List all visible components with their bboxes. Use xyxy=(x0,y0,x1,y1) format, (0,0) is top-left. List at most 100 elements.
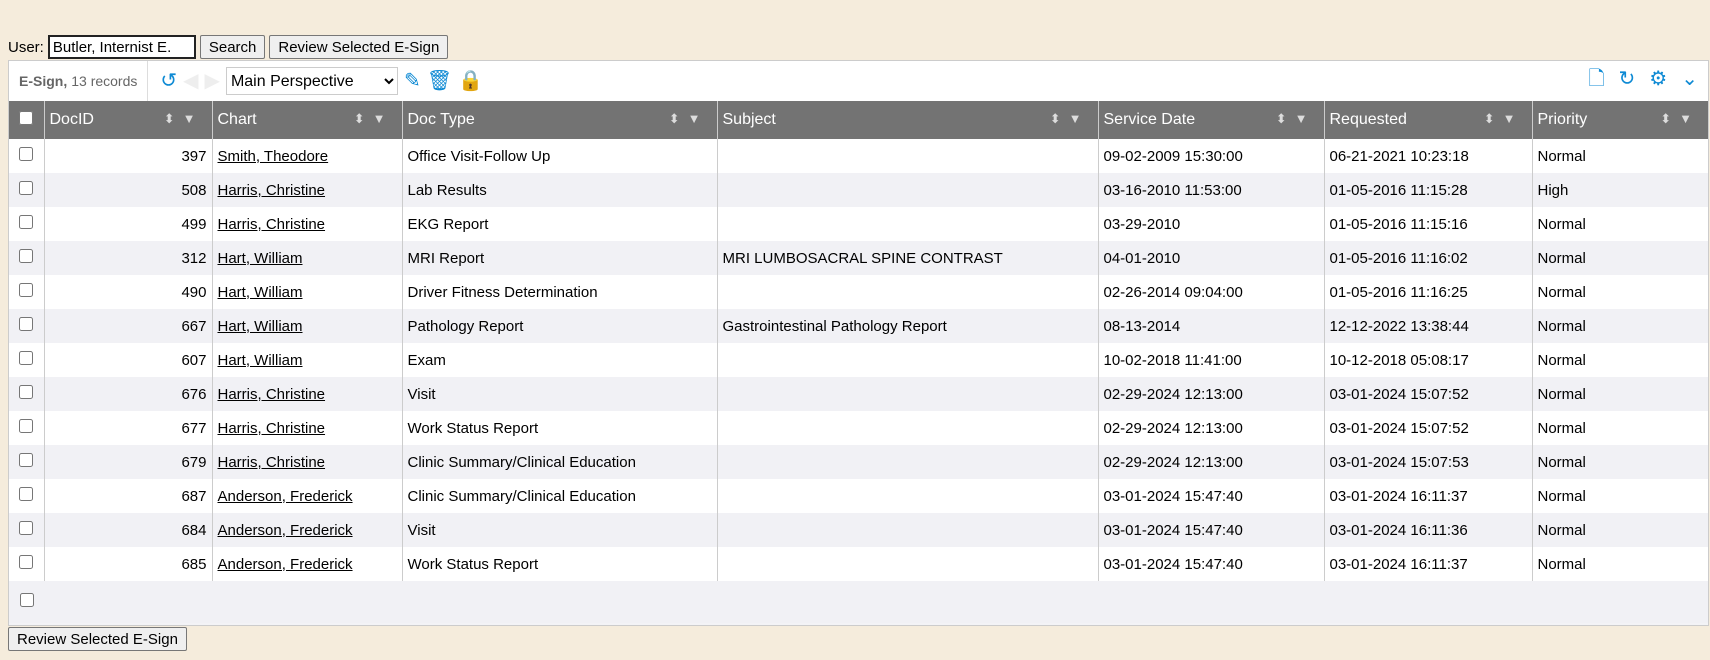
column-header-docid[interactable]: DocID ⬍▼ xyxy=(43,101,212,139)
table-row[interactable]: 687 Anderson, Frederick Clinic Summary/Cli… xyxy=(9,479,1708,513)
row-checkbox[interactable] xyxy=(19,555,34,569)
chart-link[interactable]: Hart, William xyxy=(217,249,303,267)
priority-cell: Normal xyxy=(1531,207,1708,241)
chart-link[interactable]: Hart, William xyxy=(217,283,303,301)
esign-table: DocID ⬍▼ Chart ⬍▼ Doc Type ⬍▼ Subject ⬍▼ Service… xyxy=(9,101,1708,623)
requested-cell: 06-21-2021 10:23:18 xyxy=(1323,139,1532,173)
row-checkbox[interactable] xyxy=(19,147,34,161)
table-row[interactable]: 397 Smith, Theodore Office Visit-Follow Up… xyxy=(9,139,1708,173)
chart-cell: Anderson, Frederick xyxy=(211,513,402,547)
row-checkbox[interactable] xyxy=(19,351,34,365)
undo-icon[interactable]: ↺ xyxy=(160,70,178,92)
sort-icon[interactable]: ⬍ xyxy=(668,111,688,126)
review-selected-bottom-button[interactable]: Review Selected E-Sign xyxy=(8,627,187,651)
row-checkbox[interactable] xyxy=(19,453,34,467)
table-row[interactable]: 679 Harris, Christine Clinic Summary/Clini… xyxy=(9,445,1708,479)
filter-icon[interactable]: ▼ xyxy=(1679,111,1700,126)
chart-link[interactable]: Hart, William xyxy=(217,317,303,335)
priority-cell: Normal xyxy=(1531,275,1708,309)
table-row[interactable]: 499 Harris, Christine EKG Report 03-29-2010… xyxy=(9,207,1708,241)
row-checkbox[interactable] xyxy=(19,317,34,331)
row-checkbox[interactable] xyxy=(19,419,34,433)
row-select-cell xyxy=(9,343,44,377)
priority-cell: Normal xyxy=(1531,241,1708,275)
requested-cell: 03-01-2024 16:11:37 xyxy=(1323,547,1532,581)
document-icon[interactable]: 🗋 xyxy=(1588,68,1605,90)
user-label: User: xyxy=(8,38,44,56)
column-header-requested[interactable]: Requested ⬍▼ xyxy=(1323,101,1532,139)
sort-icon[interactable]: ⬍ xyxy=(1483,111,1503,126)
refresh-icon[interactable]: ↻ xyxy=(1618,68,1636,90)
chart-link[interactable]: Anderson, Frederick xyxy=(217,487,353,505)
row-checkbox[interactable] xyxy=(19,215,34,229)
column-header-service-date[interactable]: Service Date ⬍▼ xyxy=(1097,101,1324,139)
table-row[interactable]: 508 Harris, Christine Lab Results 03-16-201… xyxy=(9,173,1708,207)
filter-icon[interactable]: ▼ xyxy=(1294,111,1316,126)
column-header-priority[interactable]: Priority ⬍▼ xyxy=(1531,101,1708,139)
table-row[interactable]: 676 Harris, Christine Visit 02-29-2024 12:1… xyxy=(9,377,1708,411)
search-button[interactable]: Search xyxy=(199,35,266,59)
table-row[interactable]: 685 Anderson, Frederick Work Status Report… xyxy=(9,547,1708,581)
row-checkbox[interactable] xyxy=(19,385,34,399)
sort-icon[interactable]: ⬍ xyxy=(353,111,373,126)
table-row[interactable]: 490 Hart, William Driver Fitness Determina… xyxy=(9,275,1708,309)
chart-link[interactable]: Harris, Christine xyxy=(217,181,326,199)
service-date-cell: 03-29-2010 xyxy=(1097,207,1324,241)
subject-cell xyxy=(716,275,1098,309)
row-checkbox[interactable] xyxy=(19,487,34,501)
chart-link[interactable]: Harris, Christine xyxy=(217,385,326,403)
column-header-doc-type[interactable]: Doc Type ⬍▼ xyxy=(401,101,717,139)
row-checkbox[interactable] xyxy=(19,521,34,535)
sort-icon[interactable]: ⬍ xyxy=(163,111,183,126)
chart-link[interactable]: Hart, William xyxy=(217,351,303,369)
chart-link[interactable]: Harris, Christine xyxy=(217,215,326,233)
filter-icon[interactable]: ▼ xyxy=(1068,111,1090,126)
row-checkbox[interactable] xyxy=(19,283,34,297)
user-input[interactable] xyxy=(47,35,196,59)
service-date-cell: 02-29-2024 12:13:00 xyxy=(1097,445,1324,479)
perspective-select[interactable]: Main Perspective xyxy=(225,67,398,95)
lock-icon[interactable]: 🔒 xyxy=(458,70,483,92)
chart-link[interactable]: Harris, Christine xyxy=(217,453,326,471)
chart-link[interactable]: Harris, Christine xyxy=(217,419,326,437)
filter-icon[interactable]: ▼ xyxy=(1502,111,1524,126)
trash-icon[interactable]: 🗑 xyxy=(426,70,453,92)
column-header-chart[interactable]: Chart ⬍▼ xyxy=(211,101,402,139)
gear-icon[interactable]: ⚙ xyxy=(1649,68,1668,90)
docid-cell: 687 xyxy=(43,479,212,513)
row-checkbox[interactable] xyxy=(19,249,34,263)
row-checkbox[interactable] xyxy=(19,593,34,607)
table-row[interactable]: 312 Hart, William MRI Report MRI LUMBOSACRA… xyxy=(9,241,1708,275)
review-selected-button[interactable]: Review Selected E-Sign xyxy=(269,35,449,59)
sort-icon[interactable]: ⬍ xyxy=(1660,111,1680,126)
table-row[interactable]: 667 Hart, William Pathology Report Gastroin… xyxy=(9,309,1708,343)
filter-icon[interactable]: ▼ xyxy=(372,111,394,126)
service-date-cell: 03-01-2024 15:47:40 xyxy=(1097,547,1324,581)
select-all-checkbox[interactable] xyxy=(19,110,34,125)
chart-link[interactable]: Anderson, Frederick xyxy=(217,521,353,539)
sort-icon[interactable]: ⬍ xyxy=(1049,111,1069,126)
subject-cell xyxy=(716,173,1098,207)
filter-icon[interactable]: ▼ xyxy=(687,111,709,126)
filter-icon[interactable]: ▼ xyxy=(182,111,204,126)
row-checkbox[interactable] xyxy=(19,181,34,195)
table-row[interactable]: 607 Hart, William Exam 10-02-2018 11:41:00 1… xyxy=(9,343,1708,377)
requested-cell: 01-05-2016 11:15:28 xyxy=(1323,173,1532,207)
next-icon[interactable]: ▶ xyxy=(204,70,220,92)
table-row[interactable]: 677 Harris, Christine Work Status Report 02… xyxy=(9,411,1708,445)
row-select-cell xyxy=(9,377,44,411)
chevron-down-icon[interactable]: ⌄ xyxy=(1681,68,1698,90)
sort-icon[interactable]: ⬍ xyxy=(1275,111,1295,126)
prev-icon[interactable]: ◀ xyxy=(183,70,199,92)
requested-cell: 03-01-2024 16:11:36 xyxy=(1323,513,1532,547)
column-header-subject[interactable]: Subject ⬍▼ xyxy=(716,101,1098,139)
chart-link[interactable]: Smith, Theodore xyxy=(217,147,329,165)
requested-cell: 03-01-2024 15:07:53 xyxy=(1323,445,1532,479)
doctype-cell: Lab Results xyxy=(401,173,717,207)
chart-cell: Anderson, Frederick xyxy=(211,547,402,581)
service-date-cell: 09-02-2009 15:30:00 xyxy=(1097,139,1324,173)
chart-link[interactable]: Anderson, Frederick xyxy=(217,555,353,573)
column-label: Requested xyxy=(1329,111,1407,128)
table-row[interactable]: 684 Anderson, Frederick Visit 03-01-2024 15… xyxy=(9,513,1708,547)
pencil-icon[interactable]: ✎ xyxy=(403,70,421,92)
